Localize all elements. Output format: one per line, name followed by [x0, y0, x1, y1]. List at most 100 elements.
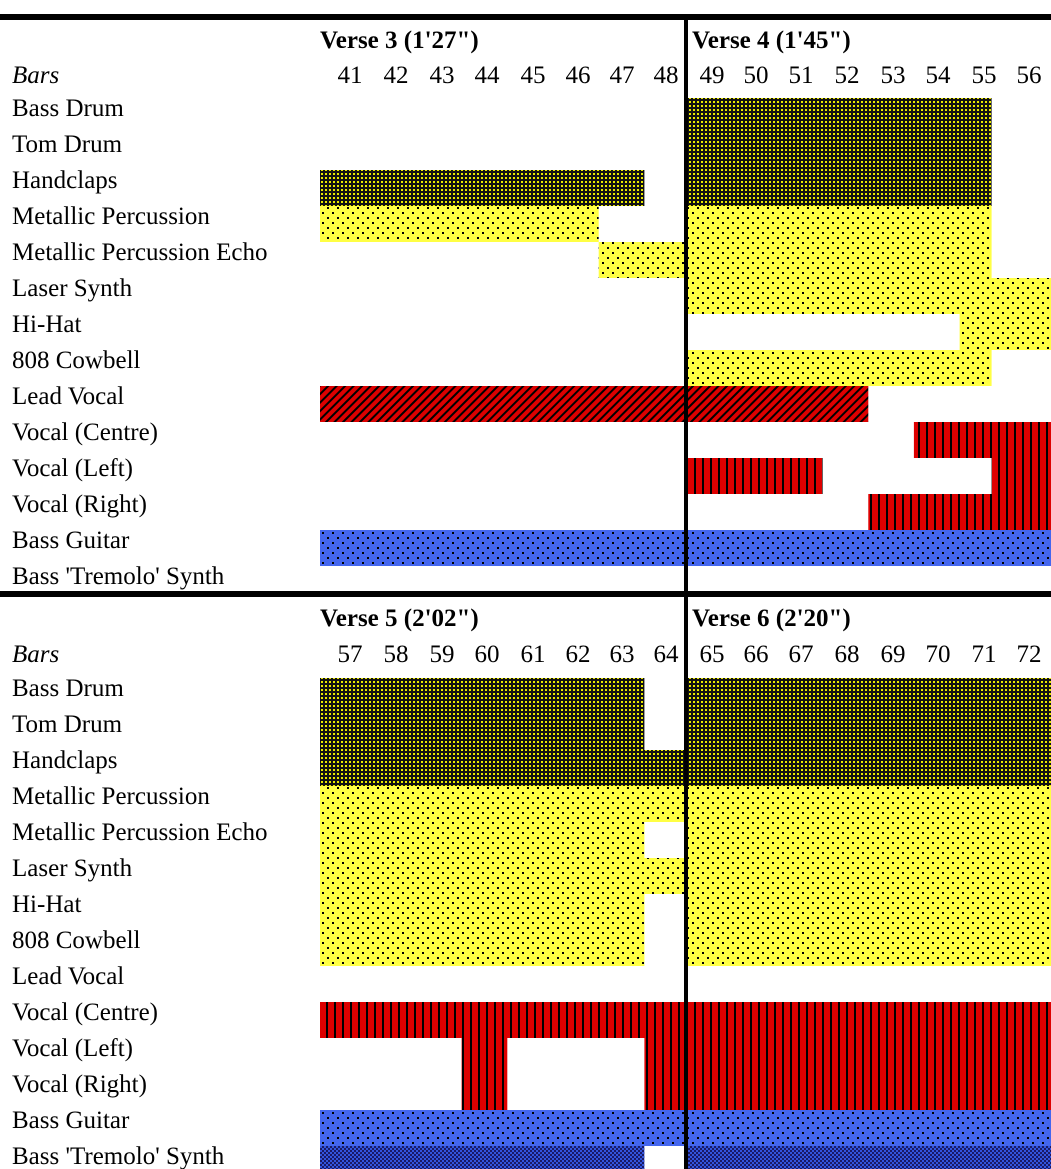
- instrument-label: Tom Drum: [12, 131, 123, 158]
- instrument-label: Hi-Hat: [12, 311, 81, 338]
- section-1: Verse 3 (1'27") Verse 4 (1'45") Bars 41 …: [12, 27, 1042, 590]
- instrument-label: Vocal (Right): [12, 1071, 147, 1098]
- verse-title: Verse 5 (2'02"): [320, 605, 479, 632]
- instrument-label: Metallic Percussion: [12, 783, 210, 810]
- bar-number: 62: [566, 641, 591, 668]
- segment-bar: [685, 678, 1051, 714]
- segment-bar: [320, 822, 645, 858]
- segment-bar: [685, 822, 1051, 858]
- segment-bar: [685, 206, 992, 242]
- instrument-label: Lead Vocal: [12, 383, 124, 410]
- segment-bar: [320, 930, 645, 966]
- segment-bar: [320, 894, 645, 930]
- segment-bar: [685, 458, 823, 494]
- segment-bar: [685, 714, 1051, 750]
- bar-number: 69: [881, 641, 906, 668]
- bar-number: 54: [926, 62, 952, 89]
- segment-bar: [320, 1146, 645, 1169]
- bar-numbers: 57 58 59 60 61 62 63 64 65 66 67 68 69 7…: [338, 641, 1042, 668]
- segment-bar: [644, 1038, 1051, 1074]
- bar-number: 57: [338, 641, 363, 668]
- bar-number: 49: [700, 62, 725, 89]
- instrument-label: Laser Synth: [12, 275, 133, 302]
- bar-number: 71: [972, 641, 997, 668]
- segment-bar: [320, 714, 645, 750]
- bar-number: 68: [835, 641, 860, 668]
- instrument-label: 808 Cowbell: [12, 347, 141, 374]
- instrument-label: Handclaps: [12, 167, 118, 194]
- bars-label: Bars: [12, 641, 59, 668]
- bar-number: 48: [654, 62, 679, 89]
- bar-number: 55: [972, 62, 997, 89]
- segment-bar: [685, 170, 992, 206]
- segment-bar: [913, 422, 1051, 458]
- section-divider-rule: [0, 591, 1051, 597]
- bar-number: 63: [610, 641, 635, 668]
- segment-bar: [644, 1074, 1051, 1110]
- instrument-label: Metallic Percussion Echo: [12, 819, 268, 846]
- bar-number: 53: [881, 62, 906, 89]
- instrument-label: Metallic Percussion Echo: [12, 239, 268, 266]
- segment-bar: [868, 494, 1051, 530]
- bar-number: 67: [789, 641, 814, 668]
- instrument-label: Vocal (Left): [12, 1035, 133, 1062]
- instrument-label: Laser Synth: [12, 855, 133, 882]
- instrument-label: Tom Drum: [12, 711, 123, 738]
- segment-bar: [959, 314, 1051, 350]
- segment-bar: [685, 134, 992, 170]
- bar-number: 41: [338, 62, 363, 89]
- bar-number: 56: [1017, 62, 1042, 89]
- segment-bar: [320, 750, 686, 786]
- instrument-label: Handclaps: [12, 747, 118, 774]
- bar-number: 61: [521, 641, 546, 668]
- instrument-label: Vocal (Centre): [12, 419, 158, 446]
- bar-number: 50: [744, 62, 769, 89]
- verse-title: Verse 4 (1'45"): [692, 27, 851, 54]
- segment-bar: [991, 458, 1051, 494]
- segment-bar: [320, 170, 645, 206]
- bars-label: Bars: [12, 62, 59, 89]
- instrument-label: Bass Guitar: [12, 527, 130, 554]
- instrument-label: Bass 'Tremolo' Synth: [12, 563, 225, 590]
- bar-number: 42: [384, 62, 409, 89]
- bar-number: 44: [475, 62, 501, 89]
- bar-number: 66: [744, 641, 769, 668]
- instrument-label: Metallic Percussion: [12, 203, 210, 230]
- segment-bar: [685, 894, 1051, 930]
- segment-bar: [320, 386, 869, 422]
- bar-number: 58: [384, 641, 409, 668]
- verse-title: Verse 3 (1'27"): [320, 27, 479, 54]
- instrument-label: Bass Drum: [12, 95, 124, 122]
- bar-number: 46: [566, 62, 591, 89]
- segment-bar: [320, 206, 599, 242]
- segment-bar: [685, 278, 1051, 314]
- bar-numbers: 41 42 43 44 45 46 47 48 49 50 51 52 53 5…: [338, 62, 1042, 89]
- bar-number: 47: [610, 62, 635, 89]
- bar-number: 45: [521, 62, 546, 89]
- bar-number: 52: [835, 62, 860, 89]
- segment-bar: [685, 98, 992, 134]
- instrument-label: Bass 'Tremolo' Synth: [12, 1143, 225, 1169]
- segment-bar: [685, 750, 1051, 786]
- instrument-labels: Bass Drum Tom Drum Handclaps Metallic Pe…: [12, 95, 268, 590]
- instrument-labels: Bass Drum Tom Drum Handclaps Metallic Pe…: [12, 675, 268, 1169]
- segment-bar: [598, 242, 686, 278]
- bar-number: 51: [789, 62, 814, 89]
- bar-number: 60: [475, 641, 500, 668]
- segment-bar: [461, 1038, 508, 1074]
- instrument-label: Vocal (Left): [12, 455, 133, 482]
- bar-number: 65: [700, 641, 725, 668]
- segment-bar: [461, 1074, 508, 1110]
- verse-title: Verse 6 (2'20"): [692, 605, 851, 632]
- segment-bar: [685, 1146, 1051, 1169]
- section-2: Verse 5 (2'02") Verse 6 (2'20") Bars 57 …: [12, 605, 1042, 1169]
- instrument-label: Vocal (Centre): [12, 999, 158, 1026]
- segment-bar: [685, 350, 992, 386]
- instrument-label: Vocal (Right): [12, 491, 147, 518]
- segment-bar: [685, 930, 1051, 966]
- instrument-label: Hi-Hat: [12, 891, 81, 918]
- bar-number: 70: [926, 641, 951, 668]
- instrument-label: Bass Guitar: [12, 1107, 130, 1134]
- bar-number: 59: [430, 641, 455, 668]
